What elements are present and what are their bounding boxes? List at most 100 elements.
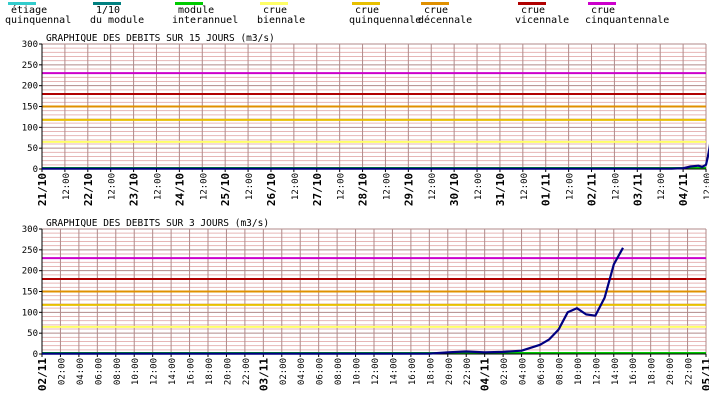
x-tick-label: 22/10 (82, 173, 95, 206)
x-tick-label: 12:00 (337, 173, 347, 200)
x-tick-label: 04/11 (677, 173, 690, 206)
x-tick-label: 18:00 (205, 358, 215, 385)
x-tick-label: 06:00 (94, 358, 104, 385)
y-tick-label: 300 (22, 225, 38, 235)
legend-label-line2: décennale (418, 15, 473, 26)
x-tick-label: 12:00 (62, 173, 72, 200)
x-tick-label: 14:00 (389, 358, 399, 385)
legend-label-line1: crue (263, 5, 288, 16)
x-tick-label: 16:00 (187, 358, 197, 385)
legend-label-line2: vicennale (515, 15, 570, 26)
y-tick-label: 50 (27, 329, 38, 339)
x-tick-label: 03/11 (631, 173, 644, 206)
x-tick-label: 24/10 (173, 173, 186, 206)
x-tick-label: 25/10 (219, 173, 232, 206)
x-tick-label: 10:00 (131, 358, 141, 385)
x-tick-label: 12:00 (371, 358, 381, 385)
chart-title: GRAPHIQUE DES DEBITS SUR 3 JOURS (m3/s) (46, 218, 269, 229)
x-tick-label: 12:00 (520, 173, 530, 200)
x-tick-label: 21/10 (36, 173, 49, 206)
y-tick-label: 250 (22, 61, 38, 71)
x-tick-label: 12:00 (474, 173, 484, 200)
legend-label-line1: 1/10 (96, 5, 121, 16)
legend-swatch (93, 2, 121, 5)
x-tick-label: 20:00 (445, 358, 455, 385)
legend-label-line2: du module (90, 15, 145, 26)
y-tick-label: 100 (22, 308, 38, 318)
x-tick-label: 29/10 (402, 173, 415, 206)
x-tick-label: 12:00 (150, 358, 160, 385)
x-tick-label: 12:00 (592, 358, 602, 385)
x-tick-label: 03/11 (257, 358, 270, 391)
x-tick-label: 16:00 (408, 358, 418, 385)
legend-item: crue biennale (257, 2, 305, 26)
legend-label-line2: cinquantennale (585, 15, 670, 26)
y-tick-label: 150 (22, 288, 38, 298)
legend-label-line2: quinquennal (5, 15, 72, 26)
legend-swatch (260, 2, 288, 5)
legend-label-line1: crue (591, 5, 616, 16)
x-tick-label: 22:00 (463, 358, 473, 385)
legend: étiage quinquennal 1/10 du module module inte… (0, 0, 709, 26)
legend-swatch (352, 2, 380, 5)
chart-15-days: GRAPHIQUE DES DEBITS SUR 15 JOURS (m3/s)… (22, 33, 709, 206)
x-tick-label: 10:00 (574, 358, 584, 385)
y-tick-label: 200 (22, 267, 38, 277)
x-tick-label: 12:00 (245, 173, 255, 200)
x-tick-label: 12:00 (382, 173, 392, 200)
x-tick-label: 12:00 (199, 173, 209, 200)
x-tick-label: 14:00 (168, 358, 178, 385)
x-tick-label: 06:00 (316, 358, 326, 385)
legend-item: crue vicennale (515, 2, 569, 26)
x-tick-label: 18:00 (648, 358, 658, 385)
x-tick-label: 04:00 (76, 358, 86, 385)
legend-swatch (588, 2, 616, 5)
x-tick-label: 12:00 (108, 173, 118, 200)
x-tick-label: 18:00 (426, 358, 436, 385)
y-tick-label: 100 (22, 123, 38, 133)
legend-swatch (421, 2, 449, 5)
x-tick-label: 20:00 (666, 358, 676, 385)
x-tick-label: 02:00 (500, 358, 510, 385)
x-tick-label: 26/10 (265, 173, 278, 206)
legend-label-line2: biennale (257, 15, 306, 26)
x-tick-label: 01/11 (540, 173, 553, 206)
x-tick-label: 12:00 (428, 173, 438, 200)
x-tick-label: 22:00 (242, 358, 252, 385)
x-tick-label: 30/10 (448, 173, 461, 206)
x-tick-label: 12:00 (657, 173, 667, 200)
x-tick-label: 05/11 (700, 358, 709, 391)
y-tick-label: 0 (33, 350, 38, 360)
x-tick-label: 12:00 (611, 173, 621, 200)
legend-label-line1: crue (424, 5, 449, 16)
y-tick-label: 300 (22, 40, 38, 50)
x-tick-label: 02/11 (36, 358, 49, 391)
x-tick-label: 08:00 (555, 358, 565, 385)
x-tick-label: 12:00 (566, 173, 576, 200)
legend-label-line2: quinquennale (349, 15, 422, 26)
x-tick-label: 31/10 (494, 173, 507, 206)
legend-swatch (8, 2, 36, 5)
x-tick-label: 06:00 (537, 358, 547, 385)
legend-label-line1: crue (521, 5, 546, 16)
x-tick-label: 20:00 (223, 358, 233, 385)
x-tick-label: 04:00 (297, 358, 307, 385)
x-tick-label: 02:00 (279, 358, 289, 385)
x-tick-label: 08:00 (113, 358, 123, 385)
x-tick-label: 04:00 (519, 358, 529, 385)
legend-label-line1: module (178, 5, 215, 16)
legend-swatch (518, 2, 546, 5)
x-tick-label: 02/11 (586, 173, 599, 206)
y-tick-label: 50 (27, 144, 38, 154)
x-tick-label: 22:00 (685, 358, 695, 385)
legend-label-line2: interannuel (172, 15, 239, 26)
legend-item: crue décennale (418, 2, 472, 26)
x-tick-label: 27/10 (311, 173, 324, 206)
legend-item: 1/10 du module (90, 2, 144, 26)
x-tick-label: 08:00 (334, 358, 344, 385)
x-tick-label: 12:00 (153, 173, 163, 200)
legend-item: étiage quinquennal (5, 2, 71, 26)
legend-label-line1: crue (355, 5, 380, 16)
x-tick-label: 16:00 (629, 358, 639, 385)
legend-item: crue cinquantennale (585, 2, 669, 26)
